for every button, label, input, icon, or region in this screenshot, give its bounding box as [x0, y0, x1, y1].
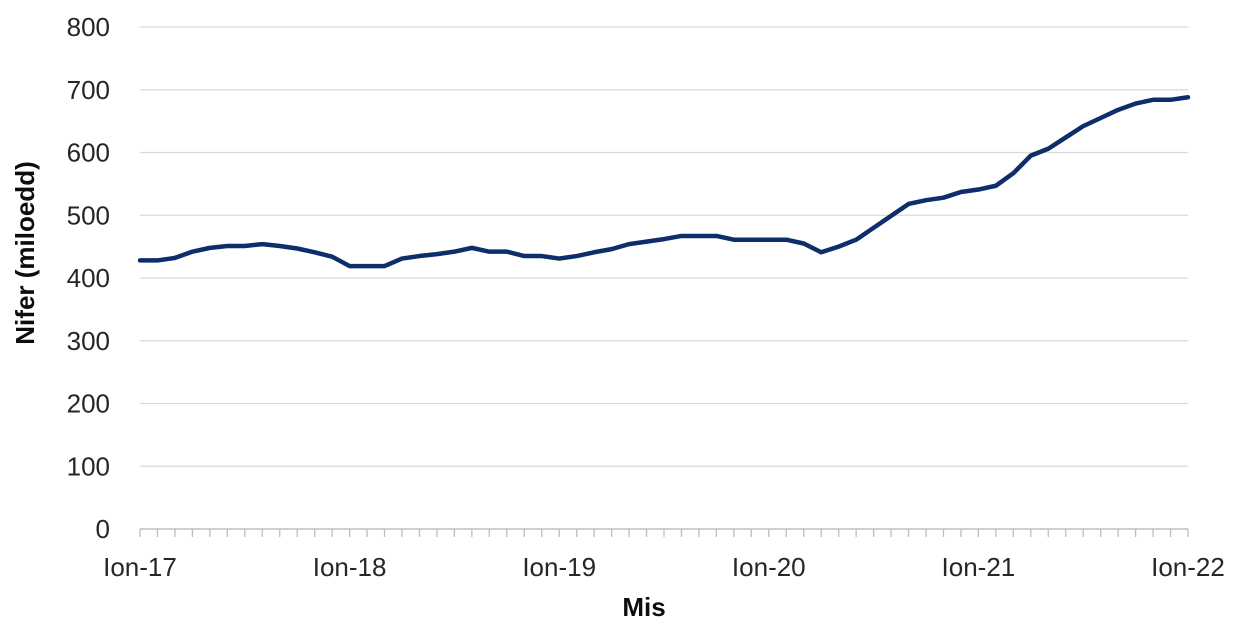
y-tick-label: 500 [67, 200, 110, 230]
y-tick-label: 0 [96, 514, 110, 544]
x-tick-label: Ion-19 [522, 552, 596, 582]
y-tick-label: 300 [67, 326, 110, 356]
x-tick-label: Ion-18 [313, 552, 387, 582]
x-tick-label: Ion-21 [942, 552, 1016, 582]
y-tick-label: 800 [67, 12, 110, 42]
x-tick-label: Ion-17 [103, 552, 177, 582]
series-line [137, 95, 1191, 269]
y-tick-label: 200 [67, 389, 110, 419]
y-tick-label: 100 [67, 451, 110, 481]
x-tick-label: Ion-20 [732, 552, 806, 582]
y-axis-tick-labels: 0 100 200 300 400 500 600 700 800 [67, 12, 110, 544]
x-axis-title: Mis [622, 592, 665, 622]
y-tick-label: 400 [67, 263, 110, 293]
x-tick-label: Ion-22 [1151, 552, 1225, 582]
y-axis-title: Nifer (miloedd) [10, 161, 40, 344]
y-tick-label: 700 [67, 75, 110, 105]
x-axis: Ion-17 Ion-18 Ion-19 Ion-20 Ion-21 Ion-22 [103, 528, 1225, 582]
gridlines [140, 26, 1188, 467]
y-tick-label: 600 [67, 138, 110, 168]
series-layer [137, 95, 1191, 269]
